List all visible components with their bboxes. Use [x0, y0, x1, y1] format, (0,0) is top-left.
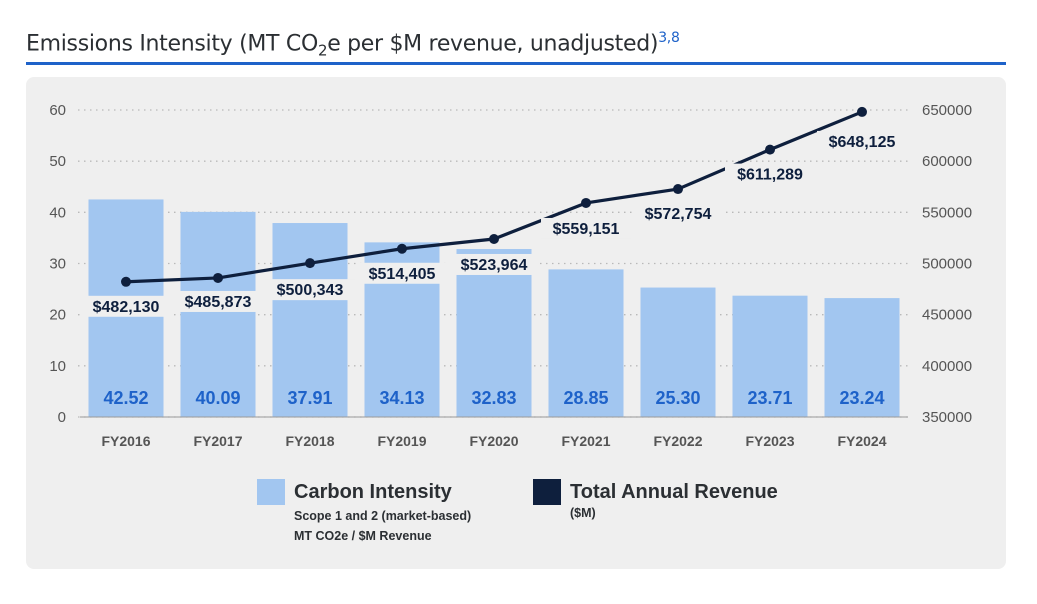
- revenue-label-bg: [449, 253, 539, 275]
- revenue-point: [489, 233, 499, 244]
- revenue-label: $514,405: [369, 266, 436, 283]
- revenue-point: [213, 272, 223, 283]
- x-tick-label: FY2021: [561, 433, 610, 449]
- revenue-label: $500,343: [277, 282, 344, 299]
- legend-sublabel: ($M): [570, 506, 596, 520]
- bar-value-label: 28.85: [563, 388, 608, 408]
- bar: [548, 269, 624, 417]
- revenue-point: [397, 243, 407, 254]
- y-right-tick-label: 450000: [922, 307, 972, 324]
- bar-value-label: 37.91: [287, 388, 332, 408]
- revenue-label-bg: [817, 130, 907, 152]
- x-tick-label: FY2024: [837, 433, 886, 449]
- bar: [180, 211, 256, 417]
- x-tick-label: FY2023: [745, 433, 794, 449]
- revenue-point: [857, 106, 867, 117]
- revenue-label-bg: [265, 279, 355, 301]
- title-text: Emissions Intensity (MT CO: [26, 31, 318, 57]
- revenue-label: $485,873: [185, 294, 252, 311]
- y-right-tick-label: 350000: [922, 409, 972, 426]
- revenue-label-bg: [81, 295, 171, 317]
- revenue-label-bg: [357, 262, 447, 284]
- bar-value-label: 23.71: [747, 388, 792, 408]
- revenue-label-bg: [541, 217, 631, 239]
- bar: [456, 249, 532, 417]
- y-left-tick-label: 10: [49, 358, 66, 375]
- bar: [640, 287, 716, 417]
- bar: [732, 295, 808, 417]
- x-tick-label: FY2017: [193, 433, 242, 449]
- revenue-label-bg: [633, 203, 723, 225]
- revenue-label-bg: [725, 163, 815, 185]
- revenue-label: $611,289: [737, 167, 803, 184]
- revenue-label: $648,125: [829, 134, 896, 151]
- revenue-point: [673, 184, 683, 195]
- title-footnote-refs: 3,8: [658, 30, 680, 46]
- y-right-tick-label: 650000: [922, 102, 972, 119]
- revenue-label: $559,151: [553, 221, 620, 238]
- x-tick-label: FY2018: [285, 433, 334, 449]
- legend-swatch-carbon-intensity: [257, 479, 285, 505]
- bar-value-label: 23.24: [839, 388, 884, 408]
- x-tick-label: FY2016: [101, 433, 150, 449]
- y-left-tick-label: 0: [58, 409, 66, 426]
- y-left-tick-label: 60: [49, 102, 66, 119]
- y-right-tick-label: 400000: [922, 358, 972, 375]
- revenue-point: [305, 258, 315, 269]
- legend-label-carbon-intensity: Carbon Intensity: [294, 481, 453, 503]
- bar: [824, 298, 900, 417]
- y-left-tick-label: 30: [49, 256, 66, 273]
- legend-swatch-total-annual-revenue: [533, 479, 561, 505]
- y-right-tick-label: 600000: [922, 153, 972, 170]
- chart-title: Emissions Intensity (MT CO2e per $M reve…: [26, 30, 680, 60]
- revenue-label: $482,130: [93, 299, 160, 316]
- y-left-tick-label: 20: [49, 307, 66, 324]
- revenue-label: $572,754: [645, 206, 712, 223]
- revenue-point: [765, 144, 775, 155]
- legend-sublabel: MT CO2e / $M Revenue: [294, 529, 432, 543]
- title-text-rest: e per $M revenue, unadjusted): [327, 31, 659, 57]
- title-underline: [26, 62, 1006, 65]
- legend-sublabel: Scope 1 and 2 (market-based): [294, 509, 471, 523]
- legend-label-total-annual-revenue: Total Annual Revenue: [570, 481, 778, 503]
- bar-value-label: 40.09: [195, 388, 240, 408]
- bar-value-label: 42.52: [103, 388, 148, 408]
- y-left-tick-label: 50: [49, 153, 66, 170]
- x-tick-label: FY2019: [377, 433, 426, 449]
- title-subscript: 2: [317, 41, 328, 60]
- y-left-tick-label: 40: [49, 204, 66, 221]
- x-tick-label: FY2022: [653, 433, 702, 449]
- y-right-tick-label: 500000: [922, 256, 972, 273]
- revenue-point: [121, 276, 131, 287]
- revenue-point: [581, 197, 591, 208]
- revenue-label-bg: [173, 290, 263, 312]
- x-tick-label: FY2020: [469, 433, 518, 449]
- y-right-tick-label: 550000: [922, 204, 972, 221]
- bar: [272, 223, 348, 417]
- bar-value-label: 34.13: [379, 388, 424, 408]
- bar-value-label: 32.83: [471, 388, 516, 408]
- bar-value-label: 25.30: [655, 388, 700, 408]
- revenue-label: $523,964: [461, 257, 528, 274]
